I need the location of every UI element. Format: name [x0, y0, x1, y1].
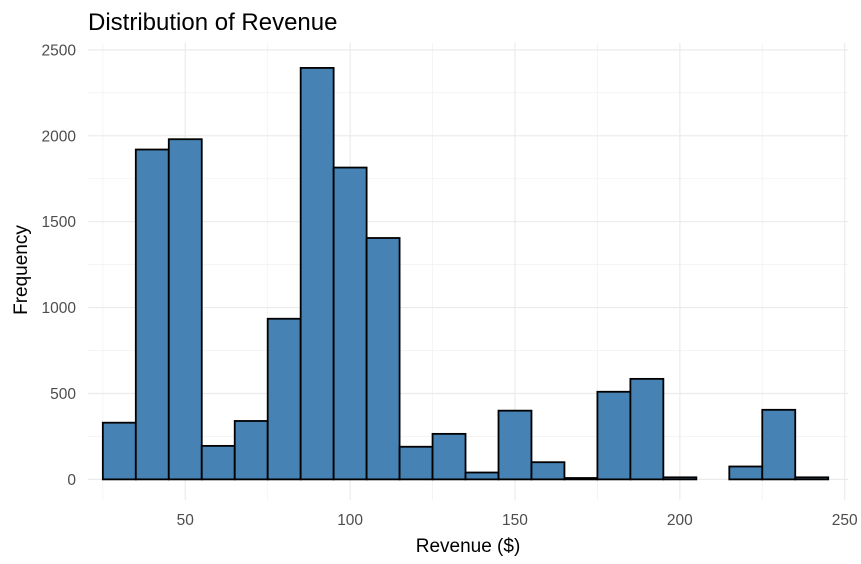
histogram-bar [464, 471, 500, 481]
histogram-bar [266, 317, 302, 481]
histogram-bar [167, 138, 203, 481]
histogram-bar [431, 432, 467, 481]
x-axis-title: Revenue ($) [416, 536, 521, 557]
histogram-bar [629, 377, 665, 481]
y-axis-title: Frequency [11, 225, 32, 315]
x-tick-label: 100 [337, 512, 363, 529]
chart-title: Distribution of Revenue [88, 9, 337, 36]
histogram-bar [134, 148, 170, 481]
y-tick-label: 0 [67, 472, 76, 489]
histogram-bar [728, 465, 764, 481]
y-tick-label: 2500 [42, 42, 77, 59]
y-tick-label: 2000 [42, 128, 77, 145]
histogram-bar [332, 166, 368, 481]
y-tick-label: 1000 [42, 300, 77, 317]
y-tick-label: 1500 [42, 214, 77, 231]
x-tick-label: 250 [832, 512, 858, 529]
x-tick-label: 150 [502, 512, 528, 529]
histogram-bar [563, 477, 599, 481]
histogram-bar [794, 476, 830, 481]
histogram-bar [662, 476, 698, 481]
grid-lines [88, 43, 848, 500]
histogram-bar [233, 420, 269, 481]
histogram-bar [299, 67, 335, 481]
histogram-bar [101, 421, 137, 481]
histogram-bar [596, 390, 632, 481]
x-tick-label: 200 [667, 512, 693, 529]
histogram-bar [530, 461, 566, 481]
y-tick-label: 500 [50, 386, 76, 403]
histogram-bar [497, 409, 533, 481]
x-tick-label: 50 [177, 512, 195, 529]
histogram-bar [365, 237, 401, 481]
histogram-bars [101, 67, 830, 481]
histogram-bar [761, 408, 797, 481]
histogram-bar [200, 444, 236, 481]
histogram-bar [398, 445, 434, 481]
